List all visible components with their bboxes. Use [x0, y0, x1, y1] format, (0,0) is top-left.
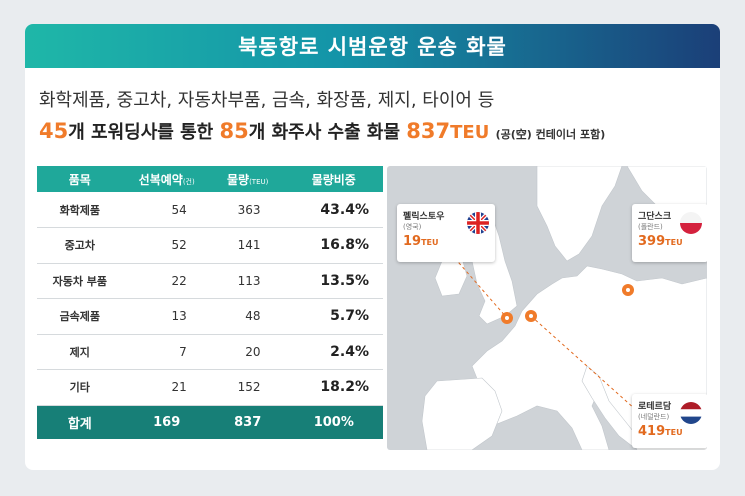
table-cell: 기타	[37, 369, 123, 406]
table-cell: 22	[122, 263, 211, 299]
summary-text-1: 개 포워딩사를 통한	[68, 122, 220, 143]
port-tag-gdansk: 그단스크 (폴란드) 399TEU	[632, 204, 707, 262]
header-item: 품목	[37, 166, 123, 192]
header-share: 물량비중	[284, 166, 383, 192]
infographic-card: 북동항로 시범운항 운송 화물 화학제품, 중고차, 자동차부품, 금속, 화장…	[25, 24, 720, 470]
table-cell: 21	[122, 369, 211, 406]
route-lines	[438, 239, 646, 419]
port-tag-felixstowe: 펠릭스토우 (영국) 19TEU	[397, 204, 495, 262]
table-header-row: 품목 선복예약(건) 물량(TEU) 물량비중	[37, 166, 383, 192]
summary-line: 45개 포워딩사를 통한 85개 화주사 수출 화물 837TEU (공(空) …	[39, 118, 605, 144]
table-total-row: 합계 169 837 100%	[37, 405, 383, 439]
table-cell: 100%	[284, 405, 383, 439]
poland-flag-icon	[680, 212, 702, 234]
europe-map: 펠릭스토우 (영국) 19TEU 그단스크 (폴란드) 399TEU	[387, 166, 707, 450]
table-cell: 837	[210, 405, 285, 439]
table-cell: 금속제품	[37, 298, 123, 335]
teu-total: 837	[406, 119, 451, 143]
table-cell: 363	[210, 192, 285, 228]
banner-title: 북동항로 시범운항 운송 화물	[25, 24, 720, 68]
table-cell: 169	[122, 405, 211, 439]
forwarders-count: 45	[39, 119, 69, 143]
table-cell: 18.2%	[284, 369, 383, 406]
header-bookings: 선복예약(건)	[122, 166, 211, 192]
cargo-list: 화학제품, 중고차, 자동차부품, 금속, 화장품, 제지, 타이어 등	[39, 90, 495, 111]
table-cell: 54	[122, 192, 211, 228]
table-cell: 제지	[37, 334, 123, 370]
table-cell: 13	[122, 298, 211, 335]
summary-note: (공(空) 컨테이너 포함)	[495, 128, 606, 141]
table-cell: 5.7%	[284, 298, 383, 335]
uk-flag-icon	[467, 212, 489, 234]
header-volume: 물량(TEU)	[210, 166, 285, 192]
table-cell: 화학제품	[37, 192, 123, 228]
table-cell: 자동차 부품	[37, 263, 123, 299]
table-cell: 2.4%	[284, 334, 383, 370]
table-cell: 141	[210, 227, 285, 264]
table-cell: 중고차	[37, 227, 123, 264]
table-row: 기타 21 152 18.2%	[37, 369, 383, 406]
summary-text-2: 개 화주사 수출 화물	[248, 122, 407, 143]
table-cell: 48	[210, 298, 285, 335]
port-tag-rotterdam: 로테르담 (네덜란드) 419TEU	[632, 394, 707, 448]
table-row: 중고차 52 141 16.8%	[37, 227, 383, 264]
table-row: 화학제품 54 363 43.4%	[37, 192, 383, 228]
table-cell: 합계	[37, 405, 123, 439]
table-cell: 52	[122, 227, 211, 264]
table-cell: 113	[210, 263, 285, 299]
table-row: 금속제품 13 48 5.7%	[37, 298, 383, 335]
table-cell: 20	[210, 334, 285, 370]
cargo-table: 품목 선복예약(건) 물량(TEU) 물량비중 화학제품 54 363 43.4% 중…	[37, 166, 383, 439]
table-cell: 16.8%	[284, 227, 383, 264]
shippers-count: 85	[219, 119, 249, 143]
netherlands-flag-icon	[680, 402, 702, 424]
table-row: 제지 7 20 2.4%	[37, 334, 383, 370]
table-cell: 13.5%	[284, 263, 383, 299]
table-row: 자동차 부품 22 113 13.5%	[37, 263, 383, 299]
table-cell: 43.4%	[284, 192, 383, 228]
teu-unit: TEU	[450, 122, 490, 143]
table-cell: 152	[210, 369, 285, 406]
table-cell: 7	[122, 334, 211, 370]
